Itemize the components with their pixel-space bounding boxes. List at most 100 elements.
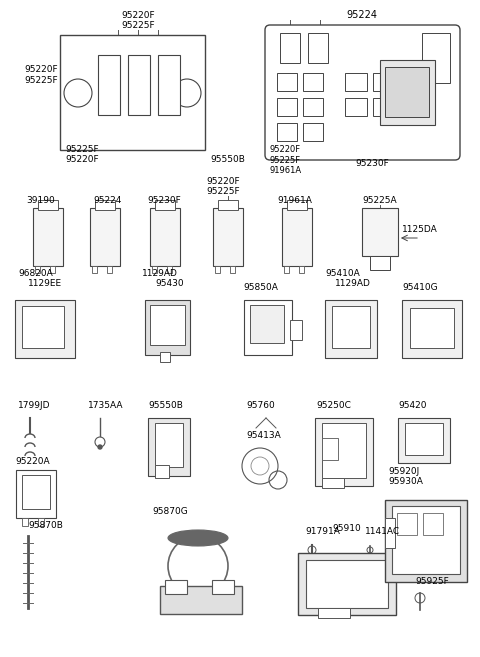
- Bar: [150, 208, 180, 266]
- Bar: [303, 98, 323, 116]
- Bar: [95, 200, 115, 210]
- Text: 39190: 39190: [26, 196, 55, 205]
- Bar: [160, 352, 170, 362]
- Bar: [98, 55, 120, 115]
- Text: 95925F: 95925F: [415, 577, 449, 586]
- Bar: [373, 98, 395, 116]
- Text: 95550B: 95550B: [148, 401, 183, 410]
- Circle shape: [98, 445, 102, 449]
- Text: 95220F
95225F: 95220F 95225F: [24, 65, 58, 85]
- Bar: [380, 60, 435, 125]
- Bar: [422, 33, 450, 83]
- Bar: [244, 300, 292, 355]
- Bar: [373, 73, 395, 91]
- Bar: [92, 266, 97, 273]
- Bar: [385, 67, 429, 117]
- Bar: [392, 506, 460, 574]
- Text: 1129AD: 1129AD: [142, 269, 178, 278]
- Bar: [90, 208, 120, 266]
- Bar: [50, 266, 55, 273]
- Text: 96820A: 96820A: [18, 269, 53, 278]
- Bar: [362, 208, 398, 256]
- Text: 95760: 95760: [246, 401, 275, 410]
- Bar: [167, 266, 172, 273]
- Text: 95410G: 95410G: [402, 283, 438, 292]
- Bar: [318, 608, 350, 618]
- Bar: [385, 518, 395, 548]
- Bar: [282, 208, 312, 266]
- Bar: [303, 123, 323, 141]
- Bar: [33, 208, 63, 266]
- Text: 95220F
95225F
91961A: 95220F 95225F 91961A: [270, 145, 302, 175]
- Bar: [287, 200, 307, 210]
- Ellipse shape: [168, 530, 228, 546]
- Bar: [15, 300, 75, 358]
- Text: 1125DA: 1125DA: [402, 225, 438, 235]
- Bar: [290, 320, 302, 340]
- Bar: [284, 266, 289, 273]
- Bar: [322, 438, 338, 460]
- Text: 95220F
95225F: 95220F 95225F: [121, 11, 155, 30]
- Text: 95220A: 95220A: [15, 457, 49, 466]
- Text: 95910: 95910: [332, 524, 361, 533]
- Text: 95230F: 95230F: [355, 159, 389, 168]
- Bar: [107, 266, 112, 273]
- Text: 1735AA: 1735AA: [88, 401, 123, 410]
- Bar: [402, 300, 462, 358]
- Bar: [148, 418, 190, 476]
- Bar: [35, 266, 40, 273]
- Bar: [332, 306, 370, 348]
- Bar: [38, 200, 58, 210]
- Bar: [16, 470, 56, 518]
- Bar: [155, 200, 175, 210]
- Text: 95870G: 95870G: [152, 507, 188, 516]
- Bar: [145, 300, 190, 355]
- Bar: [325, 300, 377, 358]
- Text: 1129AD: 1129AD: [335, 279, 371, 288]
- Bar: [277, 73, 297, 91]
- Text: 95410A: 95410A: [325, 269, 360, 278]
- Bar: [150, 305, 185, 345]
- Bar: [303, 73, 323, 91]
- Text: 91791A: 91791A: [305, 527, 340, 536]
- Bar: [165, 580, 187, 594]
- Bar: [398, 418, 450, 463]
- Bar: [22, 518, 28, 526]
- Bar: [410, 308, 454, 348]
- Bar: [158, 55, 180, 115]
- Text: 95550B: 95550B: [210, 155, 245, 164]
- Bar: [423, 513, 443, 535]
- Bar: [405, 423, 443, 455]
- Bar: [322, 423, 366, 478]
- FancyBboxPatch shape: [265, 25, 460, 160]
- Bar: [218, 200, 238, 210]
- Bar: [215, 266, 220, 273]
- Bar: [280, 33, 300, 63]
- Bar: [308, 33, 328, 63]
- Bar: [306, 560, 388, 608]
- Text: 95850A: 95850A: [243, 283, 278, 292]
- Text: 95250C: 95250C: [316, 401, 351, 410]
- Text: 95870B: 95870B: [28, 521, 63, 530]
- Text: 1799JD: 1799JD: [18, 401, 50, 410]
- Text: 95220F
95225F: 95220F 95225F: [206, 177, 240, 196]
- Bar: [160, 586, 242, 614]
- Bar: [60, 35, 205, 150]
- Bar: [370, 256, 390, 270]
- Bar: [345, 73, 367, 91]
- Bar: [277, 98, 297, 116]
- Text: 95225F
95220F: 95225F 95220F: [65, 145, 98, 164]
- Text: 95230F: 95230F: [147, 196, 181, 205]
- Bar: [385, 500, 467, 582]
- Text: 95224: 95224: [93, 196, 121, 205]
- Bar: [322, 478, 344, 488]
- Text: 95420: 95420: [398, 401, 427, 410]
- Text: 1141AC: 1141AC: [365, 527, 400, 536]
- Bar: [345, 98, 367, 116]
- Text: 95225A: 95225A: [362, 196, 396, 205]
- Bar: [212, 580, 234, 594]
- Text: 95224: 95224: [347, 10, 377, 20]
- Text: 91961A: 91961A: [277, 196, 312, 205]
- Bar: [397, 513, 417, 535]
- Bar: [152, 266, 157, 273]
